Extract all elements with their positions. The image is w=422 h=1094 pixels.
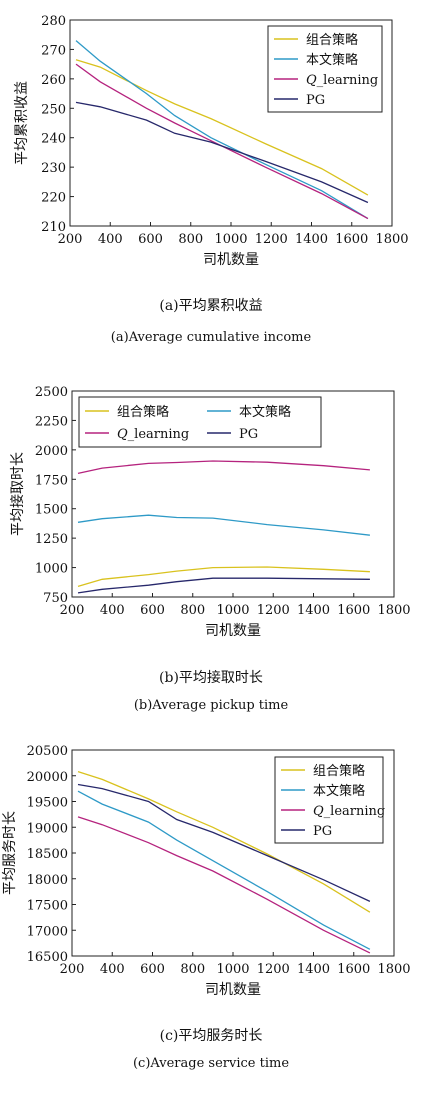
- chart-a-legend-box: [267, 25, 383, 113]
- chart-c-series-line-3: [77, 816, 371, 954]
- chart-b-legend-label-2: 本文策略: [239, 404, 291, 420]
- chart-b-y-tick-label: 1000: [35, 562, 68, 577]
- chart-b-caption-en: (b)Average pickup time: [133, 698, 289, 713]
- chart-a-series-line-4: [75, 101, 369, 204]
- chart-a-svg: 200 400 600 800 1000 1200 1400 1600 1800 210 220 23…: [14, 14, 409, 268]
- chart-a-legend-label-1: 组合策略: [306, 32, 358, 48]
- chart-c-y-tick-label: 18500: [27, 847, 68, 862]
- chart-a-y-axis-label: 平均累积收益: [14, 81, 30, 165]
- chart-b-legend-box: [78, 396, 322, 448]
- chart-c-x-tick-label: 400: [100, 962, 125, 977]
- chart-b-y-tick-label: 1750: [35, 473, 68, 488]
- chart-b-y-tick-label: 750: [43, 591, 68, 606]
- chart-a-y-tick-label: 230: [41, 161, 66, 176]
- chart-b-y-axis-label: 平均接取时长: [9, 452, 26, 536]
- chart-b-x-tick-label: 200: [60, 603, 85, 618]
- chart-c-caption-cn: (c)平均服务时长: [159, 1028, 263, 1044]
- chart-b-caption-cn: (b)平均接取时长: [159, 670, 263, 686]
- chart-c-y-tick-label: 20000: [27, 770, 68, 785]
- chart-c-y-tick-label: 18000: [27, 873, 68, 888]
- chart-a-y-tick-label: 240: [41, 132, 66, 147]
- chart-b-x-tick-label: 1600: [337, 603, 370, 618]
- chart-a-x-tick-label: 600: [138, 232, 163, 247]
- chart-b-x-tick-label: 1800: [377, 603, 410, 618]
- chart-b-y-tick-label: 2000: [35, 444, 68, 459]
- chart-c-x-tick-label: 800: [180, 962, 205, 977]
- chart-c-x-tick-label: 600: [140, 962, 165, 977]
- chart-c-x-axis-label: 司机数量: [205, 982, 261, 998]
- chart-b-series-line-3: [77, 460, 370, 475]
- chart-a-legend-label-4: PG: [306, 93, 325, 108]
- chart-a-y-tick-label: 280: [41, 14, 66, 29]
- chart-a-caption-cn: (a)平均累积收益: [159, 298, 263, 314]
- chart-b-svg: 200 400 600 800 1000 1200 1400 1600 1800 750 1000 1…: [9, 385, 411, 639]
- chart-c-legend-label-4: PG: [313, 824, 332, 839]
- chart-a-series-line-1: [75, 59, 369, 196]
- chart-b-y-tick-label: 2250: [35, 414, 68, 429]
- chart-c-x-tick-label: 1800: [377, 962, 410, 977]
- chart-c-x-tick-label: 1600: [337, 962, 370, 977]
- chart-a-x-tick-label: 800: [178, 232, 203, 247]
- chart-b-x-tick-label: 600: [140, 603, 165, 618]
- chart-a-caption-en: (a)Average cumulative income: [110, 330, 312, 345]
- chart-c-caption-en: (c)Average service time: [132, 1056, 290, 1071]
- chart-c-series-line-1: [77, 770, 371, 913]
- chart-panel-c: 200 400 600 800 1000 1200 1400 1600 1800 16500 170…: [0, 730, 422, 1094]
- chart-a-x-tick-label: 1800: [375, 232, 408, 247]
- chart-b-series-line-1: [77, 566, 370, 588]
- chart-a-x-tick-label: 1600: [335, 232, 368, 247]
- chart-b-y-tick-label: 2500: [35, 385, 68, 400]
- chart-c-y-axis-label: 平均服务时长: [2, 811, 18, 895]
- chart-a-y-tick-label: 220: [41, 191, 66, 206]
- chart-a-series-line-2: [75, 40, 369, 220]
- chart-a-x-axis-label: 司机数量: [203, 252, 259, 268]
- chart-c-y-tick-label: 17000: [27, 924, 68, 939]
- chart-a-x-tick-label: 400: [98, 232, 123, 247]
- chart-a-y-tick-label: 210: [41, 220, 66, 235]
- chart-a-x-tick-label: 1400: [295, 232, 328, 247]
- chart-c-svg: 200 400 600 800 1000 1200 1400 1600 1800 16500 170…: [2, 744, 411, 998]
- chart-c-x-tick-label: 1400: [297, 962, 330, 977]
- chart-c-legend-label-1: 组合策略: [313, 763, 365, 779]
- chart-b-series-line-2: [77, 514, 370, 536]
- chart-c-x-tick-label: 1000: [216, 962, 249, 977]
- chart-a-y-tick-label: 250: [41, 102, 66, 117]
- chart-c-legend-label-3: Q_learning: [313, 804, 385, 819]
- chart-b-x-tick-label: 800: [180, 603, 205, 618]
- chart-b-y-tick-label: 1250: [35, 532, 68, 547]
- chart-b-x-tick-label: 1000: [216, 603, 249, 618]
- chart-a-y-tick-label: 260: [41, 73, 66, 88]
- chart-a-x-tick-label: 1000: [214, 232, 247, 247]
- chart-c-series-line-4: [77, 783, 371, 902]
- chart-c-legend-box: [274, 756, 384, 844]
- chart-b-x-tick-label: 400: [100, 603, 125, 618]
- chart-c-legend-label-2: 本文策略: [313, 783, 365, 799]
- chart-c-y-tick-label: 19000: [27, 821, 68, 836]
- chart-panel-a: 200 400 600 800 1000 1200 1400 1600 1800 210 220 23…: [0, 0, 422, 360]
- chart-c-y-tick-label: 17500: [27, 899, 68, 914]
- chart-a-series-line-3: [75, 63, 369, 220]
- chart-c-y-tick-label: 19500: [27, 796, 68, 811]
- chart-b-series-line-4: [77, 577, 370, 594]
- chart-b-legend-label-4: PG: [239, 427, 258, 442]
- chart-a-legend-label-2: 本文策略: [306, 52, 358, 68]
- chart-panel-b: 200 400 600 800 1000 1200 1400 1600 1800 750 1000 1…: [0, 370, 422, 730]
- chart-c-y-tick-label: 16500: [27, 950, 68, 965]
- chart-c-x-tick-label: 200: [60, 962, 85, 977]
- chart-c-series-line-2: [77, 790, 371, 950]
- chart-a-legend-label-3: Q_learning: [306, 73, 378, 88]
- chart-a-y-tick-label: 270: [41, 43, 66, 58]
- chart-a-x-tick-label: 1200: [255, 232, 288, 247]
- chart-a-x-tick-label: 200: [58, 232, 83, 247]
- chart-c-x-tick-label: 1200: [257, 962, 290, 977]
- chart-b-y-tick-label: 1500: [35, 503, 68, 518]
- chart-c-y-tick-label: 20500: [27, 744, 68, 759]
- chart-b-legend-label-3: Q_learning: [117, 427, 189, 442]
- chart-b-legend-label-1: 组合策略: [117, 404, 169, 420]
- chart-b-x-tick-label: 1200: [257, 603, 290, 618]
- chart-b-x-tick-label: 1400: [297, 603, 330, 618]
- chart-b-x-axis-label: 司机数量: [205, 623, 261, 639]
